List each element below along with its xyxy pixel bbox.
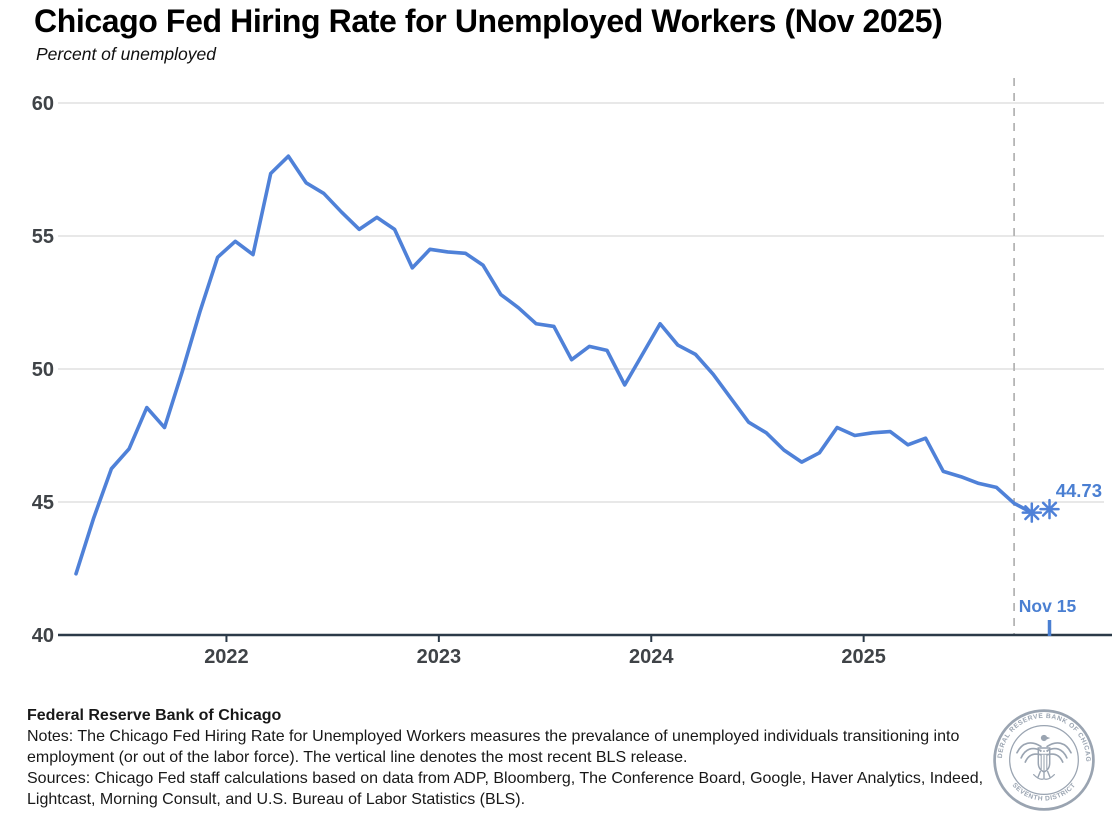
y-tick-label: 60 — [32, 93, 54, 115]
seal-inner-ring — [1009, 725, 1079, 795]
footer-sources: Sources: Chicago Fed staff calculations … — [27, 770, 984, 808]
y-tick-label: 40 — [32, 625, 54, 647]
chart-subtitle: Percent of unemployed — [36, 44, 216, 64]
x-tick-label: 2024 — [629, 646, 674, 668]
forecast-asterisk-marker — [1021, 502, 1043, 523]
chart-footer: Federal Reserve Bank of Chicago Notes: T… — [27, 705, 992, 810]
end-value-label: 44.73 — [1056, 480, 1102, 501]
x-tick-label: 2025 — [841, 646, 886, 668]
footer-org-name: Federal Reserve Bank of Chicago — [27, 707, 282, 724]
y-tick-label: 55 — [32, 226, 54, 248]
x-tick-label: 2022 — [204, 646, 249, 668]
chart-canvas: 40 45 50 55 60 2022 2023 2024 2025 44.73 Nov 15 — [32, 78, 1112, 668]
y-tick-label: 50 — [32, 359, 54, 381]
y-tick-label: 45 — [32, 492, 54, 514]
chart-title: Chicago Fed Hiring Rate for Unemployed W… — [34, 3, 943, 39]
x-tick-label: 2023 — [417, 646, 462, 668]
seal-outer-ring — [993, 709, 1095, 811]
forecast-asterisk-marker — [1039, 498, 1060, 520]
release-date-label: Nov 15 — [1019, 596, 1077, 616]
footer-notes: Notes: The Chicago Fed Hiring Rate for U… — [27, 728, 960, 766]
hiring-rate-line — [74, 154, 1034, 576]
seal-eagle-icon — [1016, 734, 1072, 780]
chicago-fed-seal-logo: FEDERAL RESERVE BANK OF CHICAGO SEVENTH … — [992, 708, 1095, 811]
